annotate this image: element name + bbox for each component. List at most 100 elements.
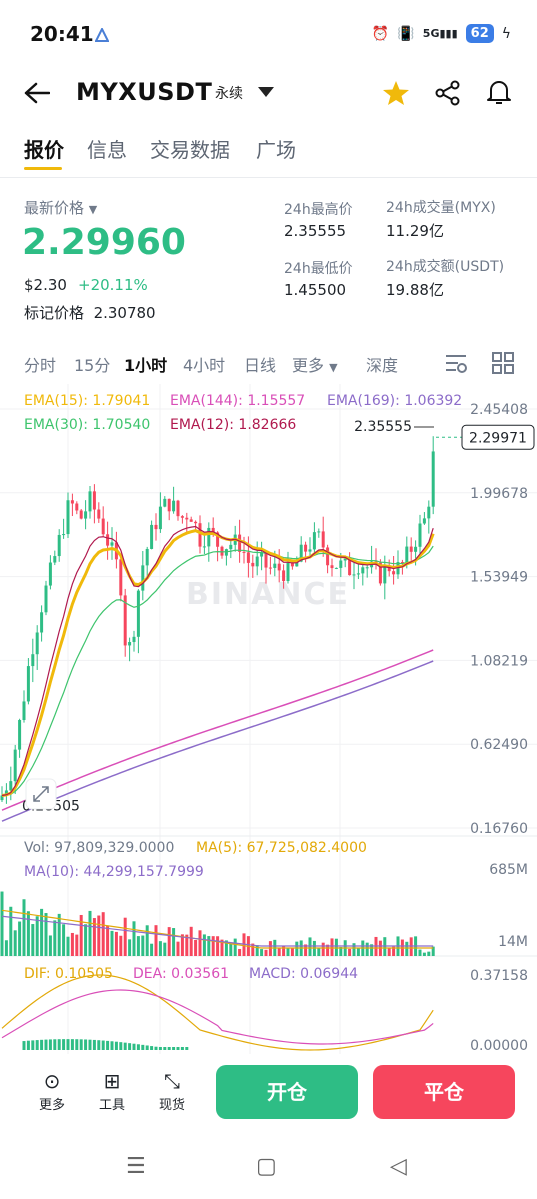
volume-bar [365,942,369,956]
macd-bar [57,1039,61,1050]
volume-value: 11.29亿 [386,222,444,240]
macd-bar [150,1046,154,1050]
symbol-title[interactable]: MYXUSDT [76,78,213,106]
kline-chart[interactable]: 2.45408 1.99678 1.53949 1.08219 0.62490 0.167… [0,384,537,1054]
candle-body [57,534,61,557]
candle-body [356,573,360,575]
depth-tab[interactable]: 深度 [366,356,399,375]
macd-bar [22,1041,26,1050]
volume-bar [128,939,132,956]
macd-bar [62,1039,66,1050]
volume-bar [238,948,242,956]
spot-button[interactable]: ⤡ 现货 [150,1068,194,1113]
candle-body [255,556,259,567]
volume-bar [282,945,286,956]
volume-bar [110,930,114,956]
candle-body [282,570,286,582]
volume-bar [48,935,52,956]
ema30-label: EMA(30): 1.70540 [24,417,151,433]
dea-indicator: DEA: 0.03561 [133,966,230,982]
tf-more[interactable]: 更多 ▼ [292,356,338,375]
ema30-line [1,545,434,797]
candle-body [348,558,352,576]
macd-bar [145,1045,149,1050]
candle-body [101,518,105,535]
volume-indicator: Vol: 97,809,329.0000 [24,840,175,856]
volume-bar [0,891,4,956]
macd-bar [48,1039,52,1050]
candle-body [229,544,233,550]
volume-bar [18,921,22,956]
macd-bar [114,1041,118,1050]
candle-body [290,562,294,567]
watermark-text: BINANCE [186,577,350,612]
tf-1d[interactable]: 日线 [244,356,277,375]
volume-bar [172,928,176,956]
more-button[interactable]: ⊙ 更多 [30,1068,74,1113]
candle-body [141,565,145,591]
candle-body [207,527,211,547]
macd-bar [40,1039,44,1050]
share-icon[interactable] [435,80,461,106]
macd-bar [35,1040,39,1050]
indicator-settings-icon[interactable] [444,352,468,374]
bell-icon[interactable] [486,78,512,106]
volume-bar [163,942,167,956]
back-arrow-icon[interactable] [24,82,50,104]
layout-grid-icon[interactable] [492,352,514,374]
volume-bar [370,944,374,956]
open-position-button[interactable]: 开仓 [216,1065,358,1119]
volume-bar [22,899,26,956]
volume-bar [308,937,312,956]
volume-bar [317,947,321,956]
volume-bar [44,913,48,956]
volume-bar [286,947,290,956]
candle-body [427,506,431,519]
vibrate-icon: 📳 [397,25,415,42]
alarm-icon: ⏰ [371,25,390,42]
candle-body [97,509,101,519]
macd-bar [66,1039,70,1050]
volume-bar [356,948,360,956]
volume-bar [422,952,426,956]
volume-bar [321,942,325,956]
candle-body [216,532,220,547]
candle-body [387,565,391,572]
dropdown-icon[interactable] [258,87,274,97]
back-nav-icon[interactable]: ◁ [390,1154,407,1179]
volume-bar [167,927,171,956]
tf-15m[interactable]: 15分 [74,356,111,375]
tf-1h[interactable]: 1小时 [124,356,168,375]
tab-quote[interactable]: 报价 [24,138,64,162]
volume-bar [207,936,211,956]
tab-trading-data[interactable]: 交易数据 [150,138,230,162]
candle-body [189,519,193,522]
favorite-star-icon[interactable] [382,80,410,106]
tab-info[interactable]: 信息 [87,138,127,162]
contract-type: 永续 [215,86,243,102]
ema169-label: EMA(169): 1.06392 [327,393,463,409]
close-position-button[interactable]: 平仓 [373,1065,515,1119]
candle-body [84,511,88,519]
ema15-line [1,529,435,798]
volume-bar [220,939,224,956]
tf-line[interactable]: 分时 [24,356,57,375]
tf-4h[interactable]: 4小时 [183,356,226,375]
volume-bar [101,912,105,956]
price-tick-label: 1.08219 [470,653,528,669]
candle-body [431,451,435,507]
macd-tick-label: 0.37158 [470,968,528,984]
candle-body [352,574,356,576]
last-price-label[interactable]: 最新价格 ▼ [24,199,98,217]
tab-square[interactable]: 广场 [256,138,296,162]
volume-bar [75,934,79,956]
candle-body [128,642,132,646]
macd-bar [163,1047,167,1050]
volume-bar [194,939,198,956]
menu-nav-icon[interactable]: ☰ [126,1154,146,1179]
tools-button[interactable]: ⊞ 工具 [90,1068,134,1113]
home-nav-icon[interactable]: ▢ [256,1154,277,1179]
status-icons: ⏰ 📳 5G▮▮▮ 62 ϟ [372,24,511,43]
volume-bar [123,917,127,956]
candle-body [326,547,330,566]
